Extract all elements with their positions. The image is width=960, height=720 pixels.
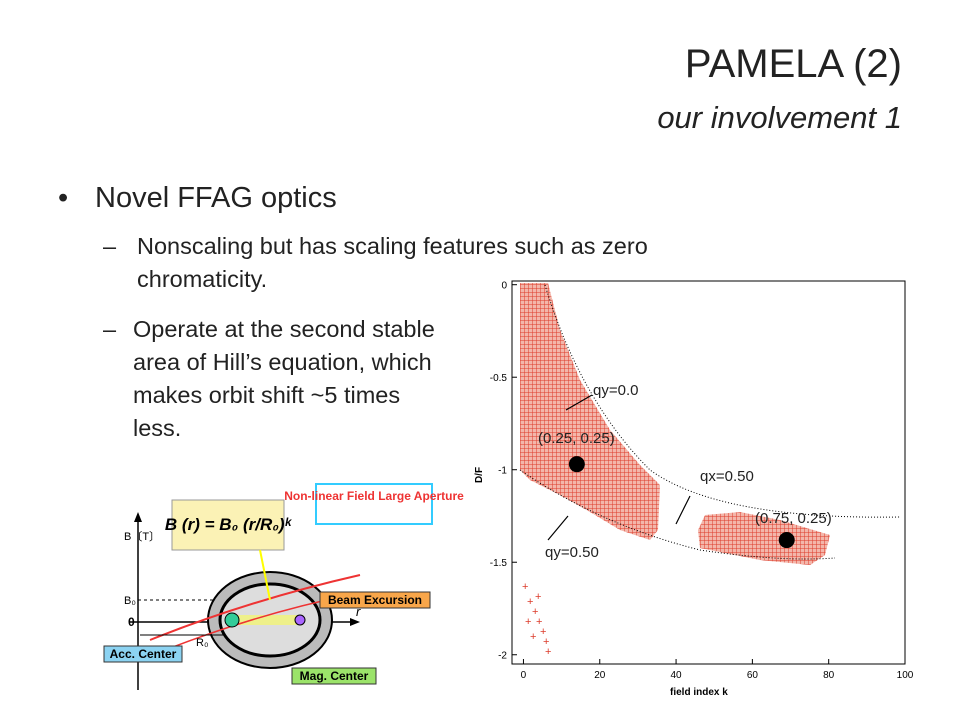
orbit — [149, 574, 361, 641]
point — [568, 456, 585, 473]
acc-label: Acc. Center — [110, 647, 177, 661]
beam-box — [319, 591, 431, 609]
x-tick-label: 20 — [594, 670, 606, 681]
x-tick-label: 40 — [671, 670, 683, 681]
plot-frame — [511, 280, 906, 665]
stable-region — [520, 283, 660, 540]
r-label: r — [356, 604, 361, 619]
beam-label: Beam Excursion — [328, 593, 422, 607]
pointer — [259, 549, 271, 601]
mag-box — [291, 667, 377, 685]
formula-box — [171, 499, 285, 551]
svg-text:+: + — [530, 631, 536, 643]
r0-label: R₀ — [196, 637, 209, 649]
y-tick-label: -1.5 — [490, 558, 508, 569]
svg-text:+: + — [543, 636, 549, 648]
svg-text:+: + — [532, 606, 538, 618]
x-tick-label: 60 — [747, 670, 759, 681]
svg-text:+: + — [545, 646, 551, 658]
sub-bullet: Operate at the second stable area of Hil… — [133, 316, 435, 441]
annotation: qx=0.50 — [700, 468, 754, 485]
acc-box — [103, 645, 183, 663]
boundary — [544, 284, 901, 518]
arrowhead — [134, 512, 142, 522]
annotation: qy=0.50 — [545, 544, 599, 561]
svg-text:+: + — [535, 591, 541, 603]
x-tick-label: 80 — [823, 670, 835, 681]
beam-center — [224, 612, 240, 628]
boundary — [519, 469, 836, 560]
slide-title: PAMELA (2) — [684, 42, 902, 86]
svg-text:+: + — [527, 596, 533, 608]
x-tick-label: 0 — [521, 670, 527, 681]
formula: B (r) = B₀ (r/R₀)ᵏ — [165, 515, 293, 534]
sub-bullet-marker: – — [103, 316, 117, 342]
origin-label: 0 — [128, 615, 135, 629]
x-tick-label: 100 — [897, 670, 914, 681]
axis-label: B〔T〕 — [124, 530, 160, 543]
svg-text:+: + — [540, 626, 546, 638]
point — [778, 532, 795, 549]
arrowhead — [350, 618, 360, 626]
magnet-diagram: B (r) = B₀ (r/R₀)ᵏ Non-linear Field Larg… — [103, 483, 464, 690]
b0-label: B₀ — [124, 595, 136, 607]
x-axis-label: field index k — [670, 687, 728, 698]
svg-text:+: + — [536, 616, 542, 628]
y-tick-label: -0.5 — [490, 373, 508, 384]
sub-bullet-marker: – — [103, 233, 117, 259]
annotation: (0.75, 0.25) — [755, 510, 832, 527]
beam — [232, 615, 302, 625]
bullet: Novel FFAG optics — [95, 182, 337, 214]
y-tick-label: -1 — [498, 466, 507, 477]
field-text: Non-linear Field Large Aperture — [284, 489, 464, 503]
bullet-marker: • — [58, 182, 69, 214]
scatter-points: ++++ ++++ ++ — [522, 581, 551, 658]
field-box — [315, 483, 433, 525]
sub-bullet: Nonscaling but has scaling features such… — [137, 233, 648, 292]
stable-region — [698, 512, 830, 565]
arrows — [547, 394, 691, 541]
annotation: qy=0.0 — [593, 382, 638, 399]
mag-label: Mag. Center — [300, 669, 369, 683]
y-tick-label: -2 — [498, 651, 507, 662]
field-label: Non-linear Field Large Aperture — [284, 489, 464, 503]
svg-text:+: + — [525, 616, 531, 628]
annotation: (0.25, 0.25) — [538, 430, 615, 447]
svg-text:+: + — [522, 581, 528, 593]
beam-edge — [294, 614, 306, 626]
slide-subtitle: our involvement 1 — [657, 100, 902, 135]
